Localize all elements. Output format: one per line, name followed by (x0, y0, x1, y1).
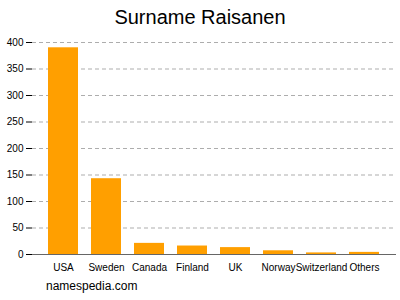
svg-text:150: 150 (7, 169, 24, 180)
html-text:Surname Raisanen: Surname Raisanen (114, 6, 286, 28)
svg-text:0: 0 (18, 249, 24, 260)
svg-text:Others: Others (349, 262, 379, 273)
svg-text:Canada: Canada (132, 262, 167, 273)
svg-text:Norway: Norway (262, 262, 296, 273)
html-text:namespedia.com: namespedia.com (46, 279, 138, 293)
svg-text:Switzerland: Switzerland (296, 262, 348, 273)
svg-text:Finland: Finland (176, 262, 209, 273)
svg-text:UK: UK (229, 262, 243, 273)
svg-text:100: 100 (7, 196, 24, 207)
svg-text:350: 350 (7, 63, 24, 74)
svg-text:400: 400 (7, 37, 24, 48)
svg-text:Sweden: Sweden (88, 262, 124, 273)
svg-text:250: 250 (7, 116, 24, 127)
svg-text:200: 200 (7, 143, 24, 154)
svg-text:50: 50 (12, 222, 24, 233)
svg-text:300: 300 (7, 90, 24, 101)
svg-text:USA: USA (53, 262, 74, 273)
